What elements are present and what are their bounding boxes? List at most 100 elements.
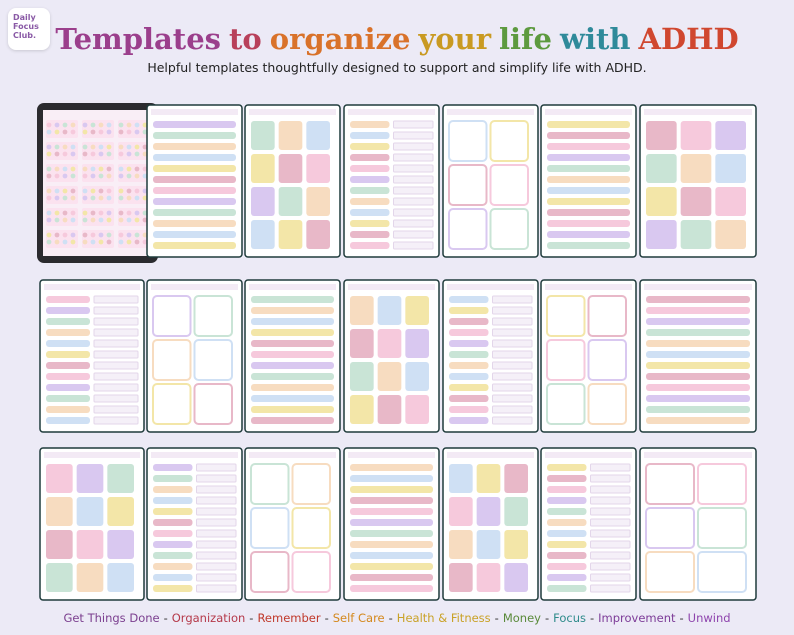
day-dot — [62, 151, 68, 157]
right-row — [492, 372, 533, 381]
right-row — [196, 463, 237, 472]
list-row — [350, 574, 433, 581]
template-header — [644, 284, 752, 290]
footer-item: Money — [502, 611, 541, 625]
right-row — [492, 317, 533, 326]
day-dot — [82, 129, 88, 135]
day-dot — [142, 151, 148, 157]
left-row — [153, 508, 193, 515]
left-row — [350, 198, 390, 205]
day-dot — [142, 217, 148, 223]
left-row — [350, 187, 390, 194]
day-dot — [54, 232, 60, 238]
day-dot — [62, 195, 68, 201]
tile — [646, 121, 677, 150]
box — [697, 551, 747, 593]
month-block — [82, 120, 114, 138]
right-row — [393, 120, 434, 129]
box — [546, 295, 586, 337]
day-dot — [90, 195, 96, 201]
right-row — [492, 306, 533, 315]
day-dot — [118, 217, 124, 223]
tile — [278, 154, 303, 183]
list-row — [646, 329, 750, 336]
list-row — [153, 187, 236, 194]
right-row — [590, 463, 631, 472]
right-row — [492, 328, 533, 337]
left-row — [46, 318, 90, 325]
right-row — [492, 350, 533, 359]
right-row — [93, 405, 139, 414]
day-dot — [134, 210, 140, 216]
right-row — [196, 551, 237, 560]
left-row — [547, 508, 587, 515]
list-row — [251, 340, 334, 347]
day-dot — [98, 166, 104, 172]
left-row — [547, 464, 587, 471]
day-dot — [134, 239, 140, 245]
tile — [76, 464, 104, 493]
day-dot — [82, 151, 88, 157]
title-word: life — [499, 22, 552, 56]
list-row — [350, 541, 433, 548]
day-dot — [134, 173, 140, 179]
list-row — [251, 373, 334, 380]
tile — [251, 220, 275, 249]
list-row — [646, 307, 750, 314]
right-row — [93, 383, 139, 392]
day-dot — [118, 166, 124, 172]
list-row — [547, 209, 630, 216]
day-dot — [118, 122, 124, 128]
day-dot — [46, 239, 52, 245]
left-row — [350, 143, 390, 150]
list-row — [350, 563, 433, 570]
tile — [251, 121, 275, 150]
left-row — [46, 406, 90, 413]
list-row — [251, 362, 334, 369]
left-row — [153, 486, 193, 493]
day-dot — [46, 232, 52, 238]
left-row — [547, 497, 587, 504]
list-row — [646, 351, 750, 358]
list-row — [153, 121, 236, 128]
tile — [405, 329, 429, 358]
day-dot — [82, 188, 88, 194]
right-row — [93, 372, 139, 381]
template-header — [545, 284, 632, 290]
tile — [715, 187, 746, 216]
month-block — [82, 142, 114, 160]
list-row — [646, 417, 750, 424]
left-row — [46, 417, 90, 424]
tile — [76, 563, 104, 592]
right-row — [393, 175, 434, 184]
right-row — [196, 584, 237, 593]
tile — [350, 362, 374, 391]
tile — [646, 187, 677, 216]
day-dot — [134, 188, 140, 194]
box — [448, 164, 488, 206]
tile — [107, 497, 134, 526]
title-word: ADHD — [638, 22, 739, 56]
tile — [46, 563, 73, 592]
tile — [504, 563, 528, 592]
left-row — [153, 530, 193, 537]
right-row — [393, 197, 434, 206]
title-word: your — [418, 22, 492, 56]
box — [546, 339, 586, 381]
left-row — [547, 475, 587, 482]
day-dot — [118, 188, 124, 194]
box — [645, 551, 695, 593]
day-dot — [70, 239, 76, 245]
list-row — [153, 132, 236, 139]
template-header — [44, 452, 140, 458]
day-dot — [82, 122, 88, 128]
day-dot — [62, 217, 68, 223]
day-dot — [98, 144, 104, 150]
tile — [306, 121, 330, 150]
day-dot — [98, 151, 104, 157]
month-block — [46, 186, 78, 204]
month-block — [82, 230, 114, 248]
day-dot — [134, 144, 140, 150]
day-dot — [70, 188, 76, 194]
left-row — [46, 384, 90, 391]
